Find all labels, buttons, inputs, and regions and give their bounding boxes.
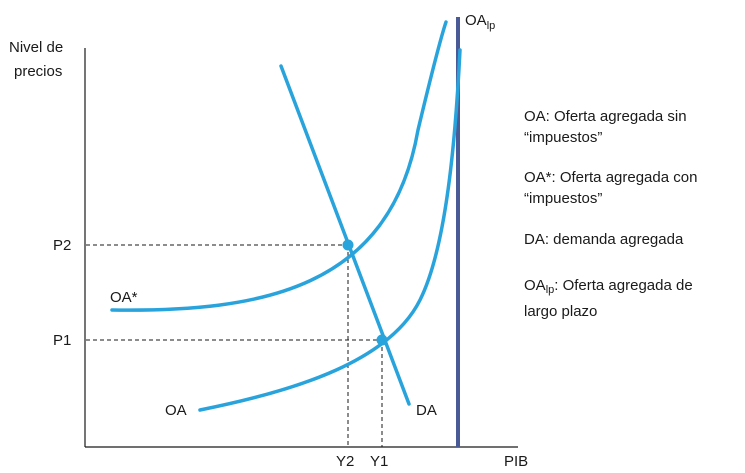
p1-tick-label: P1 (53, 332, 71, 349)
legend-oa-star-line2: “impuestos” (524, 190, 603, 207)
oa-star-label: OA* (110, 289, 138, 306)
oa-star-curve (110, 20, 448, 312)
oa-label: OA (165, 402, 187, 419)
legend-item-oa: OA: Oferta agregada sin “impuestos” (524, 106, 745, 148)
oa-lp-label-main: OA (465, 12, 487, 29)
y-axis-label-line2: precios (14, 63, 62, 80)
legend-da-line1: DA: demanda agregada (524, 231, 684, 248)
legend-oa-lp-rest: : Oferta agregada de (554, 277, 693, 294)
legend-item-da: DA: demanda agregada (524, 229, 745, 250)
equilibrium-point-2 (342, 239, 354, 251)
legend-item-oa-lp: OAlp: Oferta agregada de largo plazo (524, 275, 745, 322)
legend-oa-line2: “impuestos” (524, 129, 603, 146)
legend-oa-lp-line1: OAlp: Oferta agregada de (524, 275, 745, 301)
y2-tick-label: Y2 (336, 453, 354, 470)
guide-lines (86, 244, 383, 447)
legend-item-oa-star: OA*: Oferta agregada con “impuestos” (524, 167, 745, 209)
y-axis-label-line1: Nivel de (9, 39, 63, 56)
oa-curve (198, 48, 462, 412)
oa-lp-label-sub: lp (487, 20, 496, 32)
legend-oa-lp-line2: largo plazo (524, 303, 598, 320)
legend-oa-lp-pre: OA (524, 277, 546, 294)
p2-tick-label: P2 (53, 237, 71, 254)
x-axis-label: PIB (504, 453, 528, 470)
legend: OA: Oferta agregada sin “impuestos” OA*:… (524, 106, 745, 341)
curves (110, 20, 462, 412)
oa-lp-label: OAlp (465, 12, 495, 32)
legend-oa-star-line1: OA*: Oferta agregada con (524, 169, 698, 186)
equilibrium-point-1 (376, 334, 388, 346)
legend-oa-lp-sub: lp (545, 284, 555, 296)
da-label: DA (416, 402, 437, 419)
legend-oa-line1: OA: Oferta agregada sin (524, 108, 687, 125)
da-curve (279, 64, 411, 406)
y1-tick-label: Y1 (370, 453, 388, 470)
